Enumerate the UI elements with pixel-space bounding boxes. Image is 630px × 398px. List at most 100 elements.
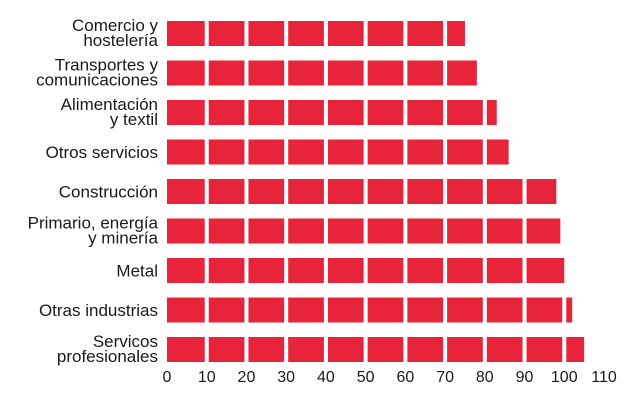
bar-segment-divider bbox=[284, 138, 289, 166]
bar-segment-divider bbox=[403, 99, 408, 126]
x-tick-label-30: 30 bbox=[277, 369, 295, 386]
bar-segment-divider bbox=[482, 336, 487, 363]
bar-segment-divider bbox=[403, 217, 408, 245]
category-label-line: Transportes y bbox=[55, 56, 159, 75]
category-label-5: Primario, energía y minería bbox=[28, 214, 159, 248]
category-label-line: y textil bbox=[110, 110, 158, 129]
category-label-1: Transportes y comunicaciones bbox=[36, 56, 158, 90]
bar-segment-divider bbox=[522, 257, 527, 284]
bar-segment-divider bbox=[403, 20, 408, 47]
bar-1 bbox=[167, 60, 477, 86]
x-tick-label-60: 60 bbox=[396, 369, 414, 386]
category-label-line: comunicaciones bbox=[36, 71, 158, 90]
bar-segment-divider bbox=[284, 296, 289, 324]
category-label-line: Otros servicios bbox=[46, 143, 158, 162]
bar-segment-divider bbox=[443, 217, 448, 245]
bar-segment-divider bbox=[482, 217, 487, 245]
bar-segment-divider bbox=[284, 217, 289, 245]
category-label-7: Otras industrias bbox=[39, 301, 158, 320]
bar-segment-divider bbox=[562, 296, 567, 324]
bar-segment-divider bbox=[244, 59, 249, 87]
bar-segment-divider bbox=[403, 336, 408, 363]
x-tick-label-40: 40 bbox=[317, 369, 335, 386]
bar-segment-divider bbox=[403, 59, 408, 87]
bar-segment-divider bbox=[443, 99, 448, 126]
bar-segment-divider bbox=[363, 138, 368, 166]
category-label-3: Otros servicios bbox=[46, 143, 158, 162]
bar-0 bbox=[167, 21, 465, 46]
category-label-line: Otras industrias bbox=[39, 301, 158, 320]
bar-segment-divider bbox=[363, 217, 368, 245]
bar-segment-divider bbox=[204, 296, 209, 324]
bar-8 bbox=[167, 337, 585, 362]
bar-segment-divider bbox=[363, 20, 368, 47]
x-tick-label-100: 100 bbox=[551, 369, 578, 386]
bar-4 bbox=[167, 179, 557, 204]
bar-segment-divider bbox=[284, 178, 289, 205]
bar-segment-divider bbox=[482, 99, 487, 126]
bar-segment-divider bbox=[323, 257, 328, 284]
bar-segment-divider bbox=[244, 20, 249, 47]
bar-3 bbox=[167, 139, 509, 165]
x-tick-label-20: 20 bbox=[238, 369, 256, 386]
category-label-line: Alimentación bbox=[61, 95, 158, 114]
bar-segment-divider bbox=[482, 138, 487, 166]
bar-7 bbox=[167, 297, 573, 323]
category-label-6: Metal bbox=[116, 262, 158, 281]
bar-segment-divider bbox=[522, 296, 527, 324]
bar-segment-divider bbox=[244, 178, 249, 205]
bar-segment-divider bbox=[403, 138, 408, 166]
bar-segment-divider bbox=[244, 296, 249, 324]
bar-segment-divider bbox=[244, 257, 249, 284]
category-label-line: hostelería bbox=[83, 31, 158, 50]
bar-segment-divider bbox=[443, 296, 448, 324]
category-label-line: Comercio y bbox=[72, 16, 158, 35]
bar-segment-divider bbox=[443, 257, 448, 284]
bar-segment-divider bbox=[363, 59, 368, 87]
bar-segment-divider bbox=[323, 20, 328, 47]
bar-2 bbox=[167, 100, 497, 125]
bar-segment-divider bbox=[363, 296, 368, 324]
bar-segment-divider bbox=[363, 99, 368, 126]
bar-segment-divider bbox=[204, 178, 209, 205]
bar-segment-divider bbox=[244, 138, 249, 166]
x-tick-label-90: 90 bbox=[516, 369, 534, 386]
category-label-line: profesionales bbox=[57, 347, 158, 366]
bar-segment-divider bbox=[403, 296, 408, 324]
bar-segment-divider bbox=[323, 178, 328, 205]
bar-segment-divider bbox=[323, 138, 328, 166]
category-label-line: Metal bbox=[116, 262, 158, 281]
x-tick-label-0: 0 bbox=[163, 369, 172, 386]
x-tick-label-80: 80 bbox=[476, 369, 494, 386]
bar-segment-divider bbox=[204, 336, 209, 363]
category-labels: Comercio y hostelería Transportes y comunic… bbox=[28, 16, 159, 366]
bar-segment-divider bbox=[244, 217, 249, 245]
category-label-0: Comercio y hostelería bbox=[72, 16, 158, 50]
bar-segment-divider bbox=[522, 336, 527, 363]
category-label-line: Servicos bbox=[93, 332, 158, 351]
bar-segment-divider bbox=[363, 336, 368, 363]
bar-segment-divider bbox=[284, 99, 289, 126]
x-tick-label-110: 110 bbox=[591, 369, 617, 386]
category-label-line: y minería bbox=[88, 229, 158, 248]
category-label-4: Construcción bbox=[59, 183, 158, 202]
x-tick-label-10: 10 bbox=[198, 369, 216, 386]
bar-segment-divider bbox=[403, 178, 408, 205]
bar-segment-divider bbox=[284, 20, 289, 47]
bar-segment-divider bbox=[323, 296, 328, 324]
bar-segment-divider bbox=[284, 59, 289, 87]
x-axis-ticks: 0 10 20 30 40 50 60 70 80 90 100 110 bbox=[163, 369, 617, 386]
bar-segment-divider bbox=[204, 20, 209, 47]
bar-segment-divider bbox=[204, 217, 209, 245]
bar-segment-divider bbox=[403, 257, 408, 284]
bar-segment-divider bbox=[284, 257, 289, 284]
bar-segment-divider bbox=[363, 178, 368, 205]
bar-segment-divider bbox=[323, 217, 328, 245]
bar-segment-divider bbox=[562, 336, 567, 363]
bar-segment-divider bbox=[244, 99, 249, 126]
bar-segment-divider bbox=[284, 336, 289, 363]
bar-segment-divider bbox=[482, 296, 487, 324]
bar-segment-divider bbox=[482, 257, 487, 284]
category-label-line: Construcción bbox=[59, 183, 158, 202]
